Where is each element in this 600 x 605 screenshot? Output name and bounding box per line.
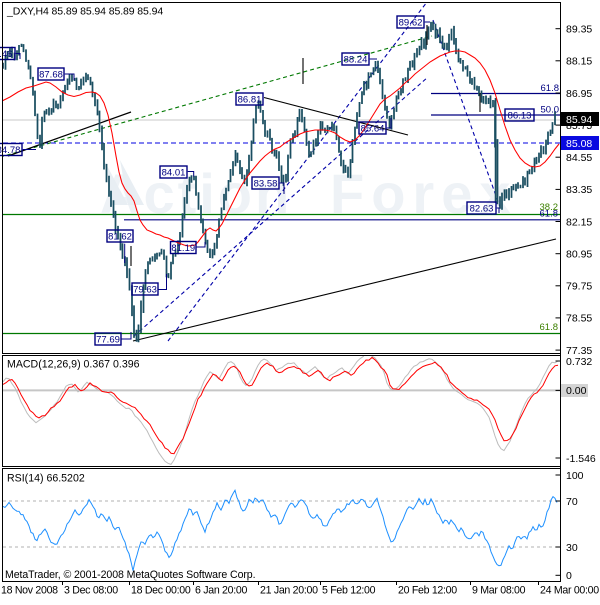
svg-text:85.64: 85.64 (361, 124, 385, 135)
svg-text:85.94: 85.94 (566, 114, 592, 126)
svg-text:70: 70 (566, 496, 578, 508)
svg-text:86.13: 86.13 (508, 111, 532, 122)
svg-text:88.24: 88.24 (344, 55, 368, 66)
svg-text:84.55: 84.55 (566, 152, 592, 164)
svg-text:83.58: 83.58 (254, 179, 278, 190)
svg-text:61.8: 61.8 (540, 209, 559, 220)
svg-text:77.69: 77.69 (96, 335, 120, 346)
svg-text:81.62: 81.62 (108, 232, 132, 243)
svg-text:18 Nov 2008: 18 Nov 2008 (1, 585, 58, 597)
svg-text:30: 30 (566, 542, 578, 554)
svg-text:79.63: 79.63 (133, 285, 157, 296)
svg-text:77.35: 77.35 (566, 345, 592, 357)
svg-text:21 Jan 20:00: 21 Jan 20:00 (260, 585, 318, 597)
svg-text:89.62: 89.62 (399, 18, 423, 29)
svg-text:84.78: 84.78 (0, 145, 20, 156)
svg-text:Forex: Forex (330, 162, 518, 225)
svg-text:86.95: 86.95 (566, 88, 592, 100)
svg-text:38.2: 38.2 (540, 202, 559, 213)
svg-text:9 Mar 08:00: 9 Mar 08:00 (472, 585, 526, 597)
svg-text:89.35: 89.35 (566, 24, 592, 36)
svg-text:81.19: 81.19 (171, 243, 195, 254)
svg-text:82.15: 82.15 (566, 216, 592, 228)
svg-text:82.63: 82.63 (470, 204, 494, 215)
svg-text:0.732: 0.732 (566, 356, 592, 368)
svg-text:5 Feb 12:00: 5 Feb 12:00 (322, 585, 376, 597)
svg-text:80.95: 80.95 (566, 249, 592, 261)
svg-text:MACD(12,26,9) 0.367 0.396: MACD(12,26,9) 0.367 0.396 (7, 359, 140, 371)
svg-text:79.75: 79.75 (566, 281, 592, 293)
svg-text:6 Jan 20:00: 6 Jan 20:00 (195, 585, 247, 597)
svg-text:0: 0 (566, 570, 572, 582)
svg-text:20 Feb 12:00: 20 Feb 12:00 (398, 585, 457, 597)
svg-text:88.15: 88.15 (566, 56, 592, 68)
svg-text:85.08: 85.08 (566, 138, 592, 150)
svg-text:61.8: 61.8 (541, 83, 560, 94)
svg-text:24 Mar 00:00: 24 Mar 00:00 (540, 585, 599, 597)
svg-text:-1.546: -1.546 (566, 453, 596, 465)
svg-text:83.35: 83.35 (566, 184, 592, 196)
svg-text:MetaTrader, © 2001-2008 MetaQu: MetaTrader, © 2001-2008 MetaQuotes Softw… (5, 569, 255, 581)
svg-text:18 Dec 00:00: 18 Dec 00:00 (131, 585, 191, 597)
svg-text:_DXY,H4 85.89 85.94 85.89 85.: _DXY,H4 85.89 85.94 85.89 85.94 (6, 6, 163, 18)
svg-text:0.00: 0.00 (566, 385, 587, 397)
svg-text:84.01: 84.01 (162, 168, 186, 179)
svg-text:61.8: 61.8 (540, 322, 559, 333)
svg-text:100: 100 (566, 470, 584, 482)
svg-text:86.81: 86.81 (238, 95, 262, 106)
svg-text:RSI(14) 66.5202: RSI(14) 66.5202 (7, 473, 85, 485)
svg-text:87.68: 87.68 (39, 70, 63, 81)
svg-text:88.46: 88.46 (0, 49, 12, 60)
svg-text:3 Dec 08:00: 3 Dec 08:00 (64, 585, 118, 597)
svg-text:50.0: 50.0 (541, 105, 560, 116)
svg-text:78.55: 78.55 (566, 313, 592, 325)
